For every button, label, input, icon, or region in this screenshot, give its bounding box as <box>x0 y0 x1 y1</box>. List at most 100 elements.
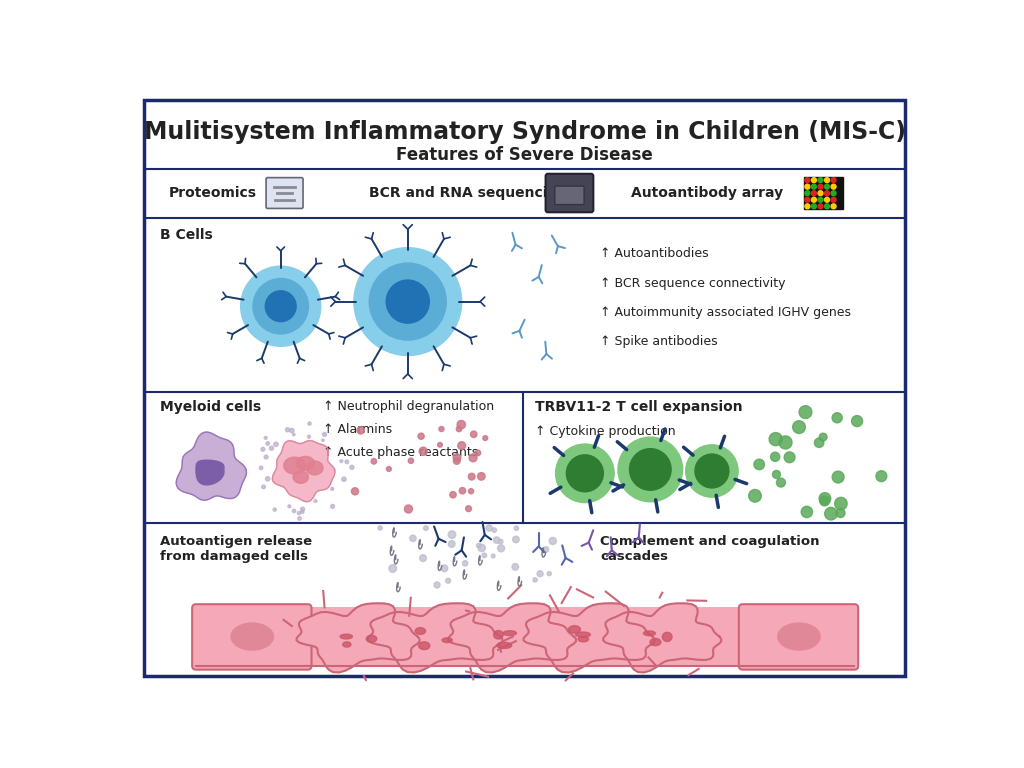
Circle shape <box>409 458 414 463</box>
Text: Autoantigen release
from damaged cells: Autoantigen release from damaged cells <box>160 535 312 563</box>
Circle shape <box>476 543 481 548</box>
Circle shape <box>475 450 480 455</box>
Text: ↑ Spike antibodies: ↑ Spike antibodies <box>600 335 718 348</box>
Bar <box>804 177 843 209</box>
Circle shape <box>345 460 348 464</box>
Circle shape <box>833 471 844 483</box>
Polygon shape <box>196 460 224 485</box>
Ellipse shape <box>650 638 660 646</box>
Circle shape <box>297 511 300 515</box>
Text: Proteomics: Proteomics <box>169 186 257 200</box>
Polygon shape <box>297 604 420 673</box>
Circle shape <box>350 465 354 469</box>
Circle shape <box>418 433 424 439</box>
Circle shape <box>824 190 829 196</box>
Circle shape <box>831 184 836 189</box>
Circle shape <box>499 539 503 544</box>
Circle shape <box>811 204 816 209</box>
Circle shape <box>833 412 842 423</box>
Circle shape <box>259 466 263 469</box>
Circle shape <box>543 547 549 552</box>
Polygon shape <box>449 604 577 673</box>
Circle shape <box>771 452 779 462</box>
Ellipse shape <box>340 634 352 639</box>
Ellipse shape <box>494 631 503 639</box>
Circle shape <box>801 506 812 518</box>
Circle shape <box>269 446 273 450</box>
Circle shape <box>449 541 455 548</box>
Ellipse shape <box>306 461 323 475</box>
Circle shape <box>617 437 683 502</box>
Circle shape <box>566 455 603 492</box>
Circle shape <box>831 190 836 196</box>
Circle shape <box>371 458 377 464</box>
FancyBboxPatch shape <box>739 604 858 670</box>
Circle shape <box>322 439 325 442</box>
Circle shape <box>805 190 810 196</box>
Circle shape <box>454 458 460 465</box>
Text: Features of Severe Disease: Features of Severe Disease <box>396 146 653 164</box>
Circle shape <box>469 454 477 462</box>
Circle shape <box>308 422 311 425</box>
Circle shape <box>547 571 551 576</box>
Circle shape <box>814 438 824 448</box>
Circle shape <box>805 184 810 189</box>
FancyBboxPatch shape <box>307 607 739 667</box>
Circle shape <box>772 471 780 478</box>
FancyBboxPatch shape <box>144 100 905 676</box>
Circle shape <box>265 291 296 322</box>
Polygon shape <box>603 604 721 673</box>
Circle shape <box>824 177 829 183</box>
Circle shape <box>286 428 290 432</box>
Circle shape <box>512 564 518 570</box>
Circle shape <box>831 177 836 183</box>
Text: TRBV11-2 T cell expansion: TRBV11-2 T cell expansion <box>535 400 742 414</box>
Circle shape <box>831 197 836 202</box>
Circle shape <box>457 426 462 432</box>
Circle shape <box>630 449 671 490</box>
Ellipse shape <box>296 456 314 470</box>
Circle shape <box>537 571 543 577</box>
Circle shape <box>441 565 447 571</box>
Circle shape <box>769 432 782 445</box>
Text: ↑ Autoantibodies: ↑ Autoantibodies <box>600 247 709 260</box>
Circle shape <box>301 510 304 514</box>
Polygon shape <box>368 604 503 673</box>
Circle shape <box>818 184 823 189</box>
Ellipse shape <box>293 471 308 483</box>
Circle shape <box>351 488 358 495</box>
Ellipse shape <box>367 635 377 642</box>
Circle shape <box>811 184 816 189</box>
Circle shape <box>449 531 456 538</box>
Circle shape <box>824 508 838 520</box>
Ellipse shape <box>231 623 273 650</box>
Ellipse shape <box>343 642 351 647</box>
Circle shape <box>498 545 505 552</box>
Circle shape <box>264 436 267 439</box>
Circle shape <box>805 204 810 209</box>
Circle shape <box>307 435 310 439</box>
Circle shape <box>419 447 427 455</box>
Text: ↑ Alarmins: ↑ Alarmins <box>323 423 392 436</box>
FancyBboxPatch shape <box>193 604 311 670</box>
Circle shape <box>331 505 335 508</box>
Polygon shape <box>523 604 654 673</box>
Circle shape <box>253 279 308 334</box>
Circle shape <box>819 496 829 506</box>
Circle shape <box>450 492 456 498</box>
Circle shape <box>288 505 291 508</box>
Circle shape <box>298 517 301 520</box>
Circle shape <box>811 197 816 202</box>
Circle shape <box>824 197 829 202</box>
Text: ↑ Neutrophil degranulation: ↑ Neutrophil degranulation <box>323 400 495 413</box>
Circle shape <box>378 526 382 530</box>
FancyBboxPatch shape <box>546 174 593 212</box>
Circle shape <box>458 442 466 449</box>
Circle shape <box>549 538 556 545</box>
Circle shape <box>389 564 396 572</box>
Ellipse shape <box>575 632 591 637</box>
Text: ↑ BCR sequence connectivity: ↑ BCR sequence connectivity <box>600 276 785 290</box>
Circle shape <box>824 204 829 209</box>
Ellipse shape <box>643 631 655 636</box>
Text: ↑ Autoimmunity associated IGHV genes: ↑ Autoimmunity associated IGHV genes <box>600 306 851 319</box>
